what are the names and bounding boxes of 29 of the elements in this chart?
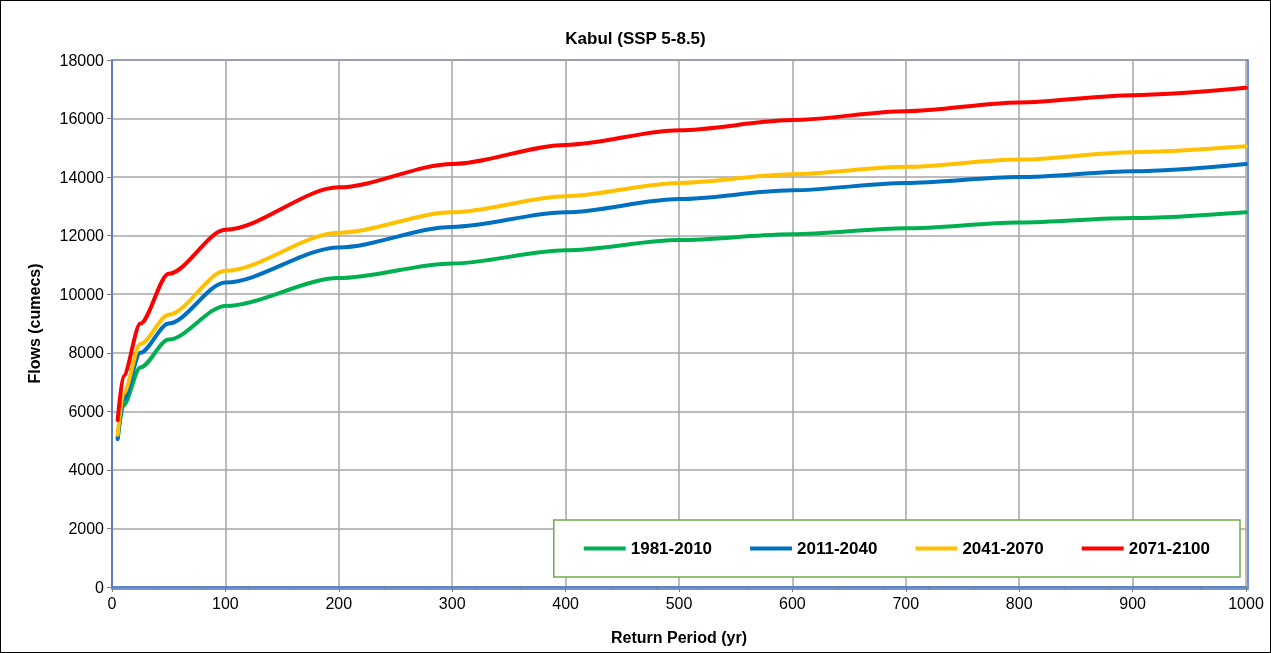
y-tick-label: 16000 <box>59 110 105 128</box>
x-tick-label: 900 <box>1119 594 1147 612</box>
x-tick-label: 300 <box>438 594 466 612</box>
x-tick-label: 700 <box>892 594 920 612</box>
y-axis-title: Flows (cumecs) <box>25 263 43 384</box>
x-tick-label: 1000 <box>1228 594 1264 612</box>
legend-label: 2071-2100 <box>1128 539 1211 558</box>
y-tick-label: 12000 <box>59 227 105 245</box>
x-axis-title: Return Period (yr) <box>610 628 748 646</box>
legend-label: 2011-2040 <box>797 539 878 558</box>
y-tick-label: 14000 <box>59 168 105 186</box>
legend-label: 2041-2070 <box>962 539 1044 558</box>
y-tick-label: 0 <box>95 578 105 596</box>
x-tick-label: 500 <box>665 594 693 612</box>
chart-title: Kabul (SSP 5-8.5) <box>565 29 706 48</box>
y-tick-label: 10000 <box>59 285 105 303</box>
y-tick-label: 18000 <box>59 51 105 69</box>
x-tick-label: 100 <box>212 594 239 612</box>
y-tick-label: 2000 <box>68 519 105 537</box>
line-series <box>115 85 1248 423</box>
x-tick-label: 400 <box>552 594 580 612</box>
y-tick-label: 6000 <box>68 402 105 420</box>
x-tick-label: 200 <box>325 594 353 612</box>
y-tick-label: 4000 <box>68 461 105 479</box>
y-tick-label: 8000 <box>68 344 105 362</box>
x-tick-label: 0 <box>107 594 117 612</box>
x-tick-label: 800 <box>1005 594 1033 612</box>
legend-label: 1981-2010 <box>630 539 713 558</box>
x-tick-label: 600 <box>779 594 806 612</box>
